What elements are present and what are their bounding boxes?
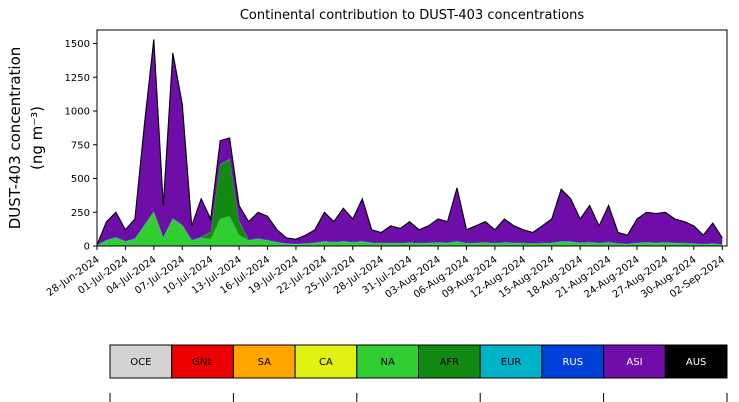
legend-swatch-OCE (109, 344, 173, 379)
legend-item-AFR: AFR (418, 344, 481, 379)
legend-item-NA: NA (356, 344, 419, 379)
legend-label-CA: CA (319, 357, 333, 368)
legend-label-OCE: OCE (130, 357, 151, 368)
y-tick-label: 1000 (65, 107, 90, 118)
y-tick-label: 1500 (65, 39, 90, 50)
legend-label-RUS: RUS (562, 357, 583, 368)
total-outline (96, 39, 723, 246)
axes-box (96, 29, 728, 247)
legend-swatch-GNL (171, 344, 234, 379)
legend-label-SA: SA (258, 357, 272, 368)
y-tick-label: 250 (71, 208, 90, 219)
legend-swatch-RUS (541, 344, 605, 379)
legend-item-RUS: RUS (541, 344, 605, 379)
area-series-NA (97, 212, 723, 246)
legend-item-AUS: AUS (664, 344, 728, 379)
legend-swatch-EUR (479, 344, 543, 379)
y-tick-label: 0 (84, 242, 90, 253)
y-tick-label: 750 (71, 140, 90, 151)
legend-ticks (109, 393, 728, 402)
chart-title: Continental contribution to DUST-403 con… (240, 8, 585, 23)
area-series-AFR (97, 159, 723, 246)
area-series-ASI (97, 39, 723, 245)
plot-area: 0 250 500 750 1000 1250 1500 28-Jun-202401-Jul-… (45, 29, 728, 301)
legend-item-OCE: OCE (109, 344, 173, 379)
legend-item-EUR: EUR (479, 344, 543, 379)
y-tick-label: 1250 (65, 73, 90, 84)
y-axis: 0 250 500 750 1000 1250 1500 (65, 39, 97, 253)
legend-label-NA: NA (380, 357, 394, 368)
legend-item-SA: SA (232, 344, 296, 379)
x-axis: 28-Jun-202401-Jul-202404-Jul-202407-Jul-… (45, 246, 727, 301)
legend-label-ASI: ASI (626, 357, 642, 368)
legend-label-AUS: AUS (686, 357, 707, 368)
legend-item-ASI: ASI (603, 344, 666, 379)
legend: OCE GNL SA CA NA AFR EUR RUS ASI AUS (109, 344, 728, 402)
legend-swatch-AFR (418, 344, 481, 379)
legend-swatch-AUS (664, 344, 728, 379)
y-axis-label-line2: (ng m⁻³) (28, 106, 46, 170)
legend-swatch-SA (232, 344, 296, 379)
y-tick-label: 500 (71, 174, 90, 185)
legend-label-GNL: GNL (192, 357, 213, 368)
legend-label-AFR: AFR (440, 357, 460, 368)
legend-item-CA: CA (294, 344, 358, 379)
y-axis-label-line1: DUST-403 concentration (6, 47, 24, 230)
legend-item-GNL: GNL (171, 344, 234, 379)
legend-label-EUR: EUR (501, 357, 522, 368)
